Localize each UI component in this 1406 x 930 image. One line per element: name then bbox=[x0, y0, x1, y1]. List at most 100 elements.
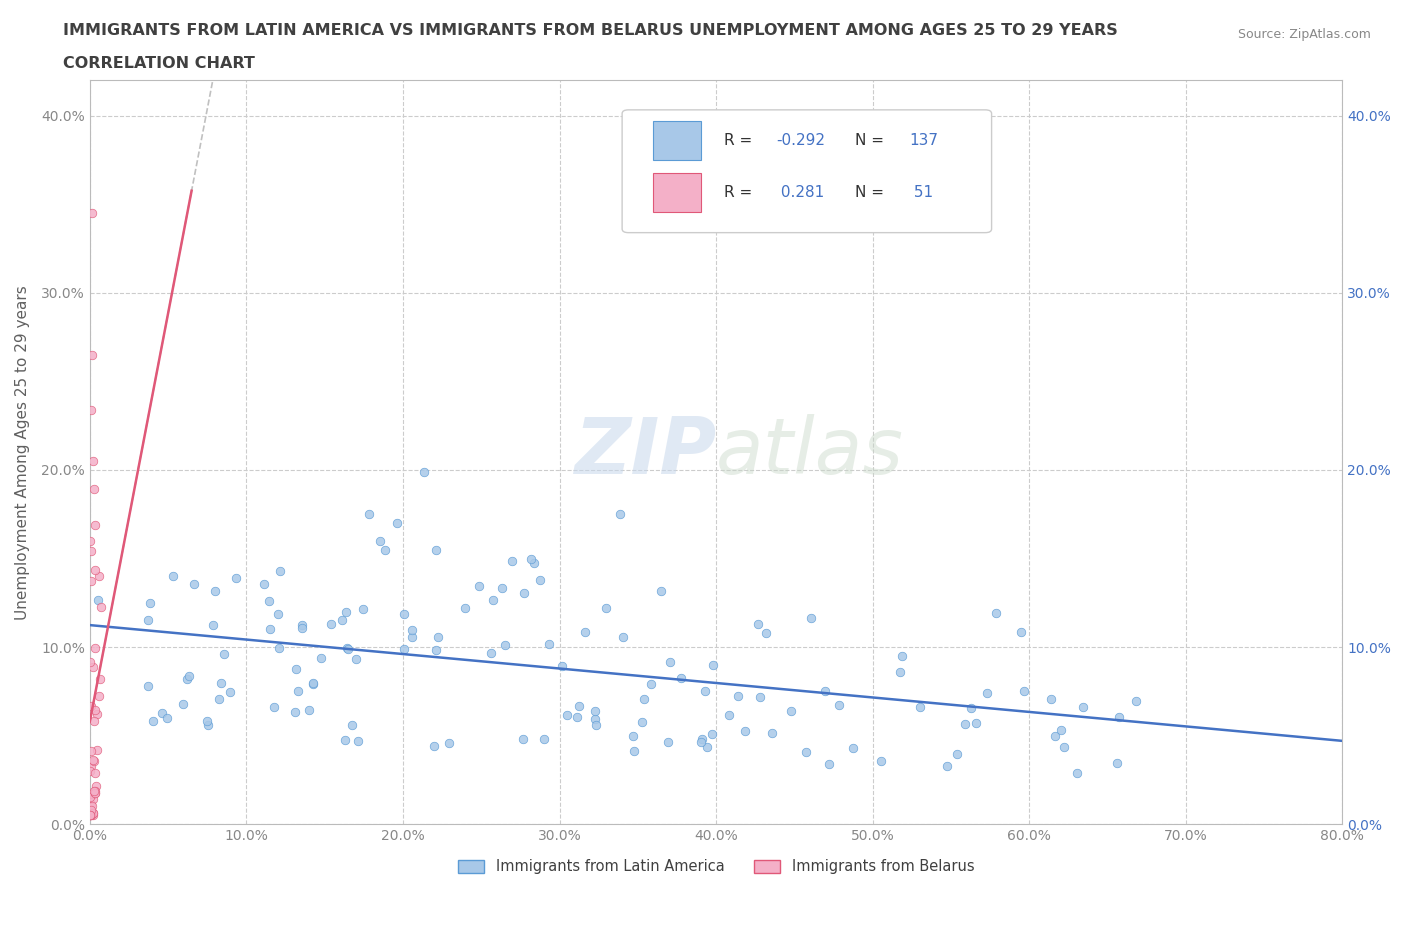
Text: N =: N = bbox=[855, 185, 889, 200]
Point bbox=[79, 790, 101, 805]
Point bbox=[82, 347, 104, 362]
Point bbox=[79, 808, 101, 823]
Point bbox=[494, 638, 516, 653]
Point bbox=[690, 735, 713, 750]
Point bbox=[1105, 755, 1128, 770]
Point bbox=[984, 605, 1007, 620]
Point bbox=[936, 759, 959, 774]
Point bbox=[162, 569, 184, 584]
Point bbox=[291, 620, 314, 635]
Point bbox=[800, 610, 823, 625]
Point bbox=[84, 783, 107, 798]
Point bbox=[538, 637, 561, 652]
Point bbox=[269, 641, 291, 656]
Point bbox=[263, 700, 285, 715]
Point bbox=[640, 676, 662, 691]
Point bbox=[352, 602, 374, 617]
Point bbox=[195, 714, 218, 729]
Point bbox=[568, 698, 591, 713]
Point bbox=[401, 622, 423, 637]
Point bbox=[87, 689, 110, 704]
Point bbox=[347, 733, 370, 748]
Point bbox=[79, 764, 101, 778]
Point bbox=[84, 786, 107, 801]
Point bbox=[1043, 728, 1066, 743]
Point bbox=[176, 671, 198, 686]
Point bbox=[623, 744, 645, 759]
Point bbox=[79, 743, 101, 758]
Point bbox=[519, 551, 541, 566]
Point bbox=[565, 710, 588, 724]
Point bbox=[693, 684, 716, 698]
Point bbox=[79, 802, 101, 817]
Point bbox=[79, 808, 101, 823]
Point bbox=[346, 652, 368, 667]
Point bbox=[609, 507, 631, 522]
Point bbox=[574, 624, 596, 639]
Point bbox=[513, 585, 536, 600]
Point bbox=[80, 803, 103, 817]
Point bbox=[257, 593, 280, 608]
Point bbox=[86, 706, 108, 721]
Point bbox=[136, 613, 159, 628]
Point bbox=[374, 542, 396, 557]
FancyBboxPatch shape bbox=[621, 110, 991, 232]
Y-axis label: Unemployment Among Ages 25 to 29 years: Unemployment Among Ages 25 to 29 years bbox=[15, 285, 30, 619]
Point bbox=[748, 690, 770, 705]
Point bbox=[79, 808, 101, 823]
Point bbox=[82, 659, 104, 674]
Point bbox=[612, 630, 634, 644]
Point bbox=[86, 743, 108, 758]
Point bbox=[583, 703, 606, 718]
Point bbox=[79, 534, 101, 549]
Point bbox=[83, 753, 105, 768]
Text: -0.292: -0.292 bbox=[776, 133, 825, 148]
Point bbox=[80, 796, 103, 811]
Point bbox=[965, 715, 987, 730]
Point bbox=[501, 553, 523, 568]
Point bbox=[82, 752, 104, 767]
Point bbox=[208, 692, 231, 707]
Point bbox=[156, 711, 179, 725]
Point bbox=[80, 403, 103, 418]
Point bbox=[1071, 700, 1094, 715]
Text: ZIP: ZIP bbox=[574, 414, 716, 490]
Point bbox=[394, 606, 416, 621]
Point bbox=[83, 481, 105, 496]
Point bbox=[82, 805, 104, 820]
Point bbox=[401, 630, 423, 644]
Point bbox=[659, 655, 682, 670]
Point bbox=[80, 808, 103, 823]
Point bbox=[910, 699, 932, 714]
Point bbox=[80, 805, 103, 820]
Legend: Immigrants from Latin America, Immigrants from Belarus: Immigrants from Latin America, Immigrant… bbox=[453, 854, 980, 880]
Point bbox=[633, 691, 655, 706]
Point bbox=[425, 543, 447, 558]
Point bbox=[426, 630, 449, 644]
Point bbox=[82, 454, 104, 469]
Point bbox=[89, 671, 111, 686]
Point bbox=[630, 714, 652, 729]
Point bbox=[87, 592, 110, 607]
Point bbox=[150, 705, 173, 720]
Point bbox=[1108, 710, 1130, 724]
Point bbox=[80, 573, 103, 588]
Point bbox=[727, 689, 749, 704]
Point bbox=[657, 735, 679, 750]
Point bbox=[734, 723, 756, 737]
Text: N =: N = bbox=[855, 133, 889, 148]
Point bbox=[357, 507, 380, 522]
Point bbox=[1049, 723, 1071, 737]
Point bbox=[218, 684, 240, 699]
Text: 51: 51 bbox=[908, 185, 934, 200]
Point bbox=[583, 712, 606, 727]
Point bbox=[302, 677, 325, 692]
Text: 0.281: 0.281 bbox=[776, 185, 824, 200]
Point bbox=[412, 465, 434, 480]
Point bbox=[425, 643, 447, 658]
Point bbox=[330, 613, 353, 628]
Point bbox=[1039, 692, 1062, 707]
Point bbox=[889, 664, 911, 679]
Point bbox=[79, 698, 101, 713]
Point bbox=[259, 621, 281, 636]
